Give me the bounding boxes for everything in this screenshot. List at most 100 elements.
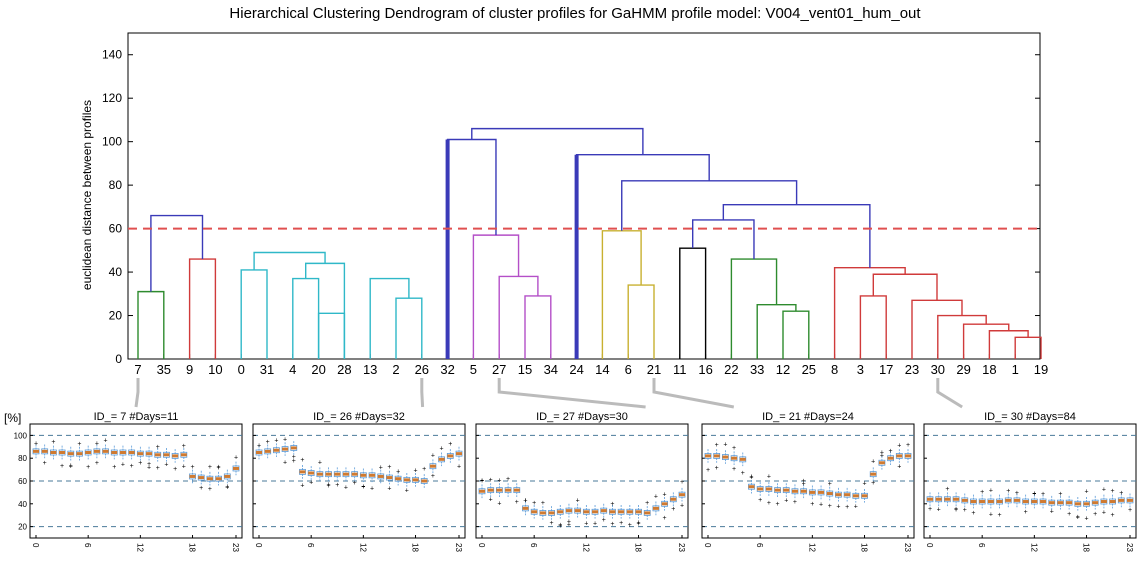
outlier-mark: + <box>810 501 814 508</box>
panel-title: ID_= 30 #Days=84 <box>984 411 1076 423</box>
outlier-mark: + <box>862 480 866 487</box>
outlier-mark: + <box>971 510 975 517</box>
dendrogram-link <box>782 310 810 359</box>
outlier-mark: + <box>104 438 108 445</box>
outlier-mark: + <box>1128 507 1132 514</box>
outlier-mark: + <box>802 478 806 485</box>
leaf-label: 20 <box>311 362 325 377</box>
outlier-mark: + <box>558 523 562 530</box>
outlier-mark: + <box>300 483 304 490</box>
panel-y-tick-label: 40 <box>18 500 27 509</box>
outlier-mark: + <box>497 500 501 507</box>
leaf-label: 27 <box>492 362 506 377</box>
profile-panel: ID_= 7 #Days=11 [%] 20 40 60 80 100 0 6 12 18 23 + + +… <box>4 411 243 552</box>
leaf-label: 9 <box>186 362 193 377</box>
outlier-mark: + <box>680 479 684 486</box>
panel-x-tick-label: 6 <box>529 543 538 548</box>
outlier-mark: + <box>558 522 562 529</box>
dendrogram-frame <box>127 32 1041 360</box>
panel-frame <box>923 423 1137 539</box>
outlier-mark: + <box>164 461 168 468</box>
panel-x-tick-label: 6 <box>83 543 92 548</box>
outlier-mark: + <box>60 463 64 470</box>
outlier-mark: + <box>723 442 727 449</box>
outlier-mark: + <box>121 462 125 469</box>
outlier-mark: + <box>845 504 849 511</box>
outlier-mark: + <box>880 453 884 460</box>
outlier-mark: + <box>1015 490 1019 497</box>
outlier-mark: + <box>715 442 719 449</box>
leaf-label: 0 <box>238 362 245 377</box>
outlier-mark: + <box>234 454 238 461</box>
panel-x-tick-label: 12 <box>358 543 367 552</box>
panel-y-tick-label: 80 <box>18 454 27 463</box>
panel-x-tick-label: 6 <box>306 543 315 548</box>
leaf-label: 24 <box>569 362 583 377</box>
dendrogram-link <box>692 219 755 260</box>
outlier-mark: + <box>889 448 893 455</box>
leaf-label: 18 <box>982 362 996 377</box>
outlier-mark: + <box>906 442 910 449</box>
callout-line <box>497 378 646 409</box>
dendrogram-link <box>833 267 906 359</box>
chart-title: Hierarchical Clustering Dendrogram of cl… <box>229 5 921 22</box>
outlier-mark: + <box>1067 511 1071 518</box>
outlier-mark: + <box>767 500 771 507</box>
panel-x-tick-label: 18 <box>1082 543 1091 552</box>
outlier-mark: + <box>387 486 391 493</box>
y-tick-label: 0 <box>115 352 122 366</box>
panel-x-tick-label: 12 <box>135 543 144 552</box>
outlier-mark: + <box>610 521 614 528</box>
outlier-mark: + <box>506 476 510 483</box>
dendrogram-link <box>937 314 987 359</box>
dendrogram-link <box>988 330 1029 359</box>
outlier-mark: + <box>828 503 832 510</box>
outlier-mark: + <box>318 459 322 466</box>
dendrogram-link <box>524 295 552 359</box>
outlier-mark: + <box>1111 512 1115 519</box>
dendrogram-link <box>150 214 204 292</box>
outlier-mark: + <box>880 450 884 457</box>
outlier-mark: + <box>767 474 771 481</box>
outlier-mark: + <box>274 438 278 445</box>
outlier-mark: + <box>344 485 348 492</box>
outlier-mark: + <box>283 460 287 467</box>
leaf-label: 28 <box>337 362 351 377</box>
leaf-label: 19 <box>1034 362 1048 377</box>
dendrogram-link <box>962 323 1010 359</box>
dendrogram-link <box>756 303 797 359</box>
dendrogram-link <box>601 230 642 359</box>
leaf-label: 23 <box>905 362 919 377</box>
outlier-mark: + <box>567 519 571 526</box>
callout-line <box>134 378 140 408</box>
outlier-mark: + <box>749 475 753 482</box>
outlier-mark: + <box>593 521 597 528</box>
outlier-mark: + <box>361 484 365 491</box>
outlier-mark: + <box>567 521 571 528</box>
outlier-mark: + <box>112 464 116 471</box>
outlier-mark: + <box>1058 491 1062 498</box>
outlier-mark: + <box>989 512 993 519</box>
dendrogram-link <box>472 234 520 359</box>
outlier-mark: + <box>645 500 649 507</box>
profile-panel: ID_= 21 #Days=24 0 6 12 18 23 + + + + + + + + + + + + + + + +… <box>701 411 915 552</box>
outlier-mark: + <box>1006 488 1010 495</box>
panel-frame <box>475 423 689 539</box>
dendrogram-link <box>395 297 423 359</box>
outlier-mark: + <box>266 439 270 446</box>
outlier-mark: + <box>379 465 383 472</box>
outlier-mark: + <box>706 467 710 474</box>
panel-x-tick-label: 0 <box>477 543 486 548</box>
outlier-mark: + <box>69 463 73 470</box>
outlier-mark: + <box>776 501 780 508</box>
outlier-mark: + <box>897 464 901 471</box>
outlier-mark: + <box>199 485 203 492</box>
outlier-mark: + <box>758 497 762 504</box>
dendrogram-link <box>730 258 778 359</box>
panel-title: ID_= 21 #Days=24 <box>762 411 854 423</box>
outlier-mark: + <box>292 454 296 461</box>
dendrogram-plot: euclidean distance between profiles 0204… <box>80 32 1048 377</box>
dendrogram-link <box>498 275 539 359</box>
outlier-mark: + <box>405 488 409 495</box>
outlier-mark: + <box>1041 491 1045 498</box>
